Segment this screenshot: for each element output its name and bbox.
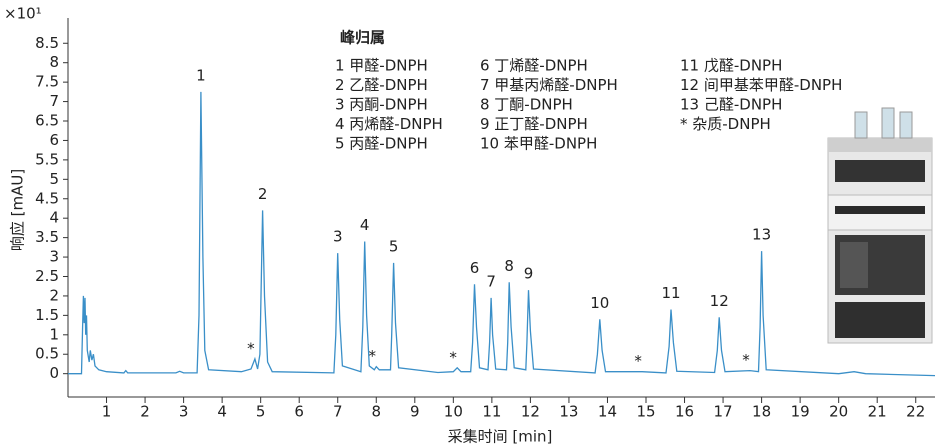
y-tick-label: 5.5 [35,150,59,168]
y-tick-label: 7.5 [35,73,59,91]
x-tick-label: 18 [752,403,771,421]
x-tick-label: 15 [636,403,655,421]
x-tick-label: 22 [906,403,925,421]
x-tick-label: 11 [482,403,501,421]
peak-label: 2 [258,185,268,203]
y-tick-label: 5 [49,170,59,188]
y-tick-label: 6 [49,131,59,149]
legend-item: 10 苯甲醛-DNPH [480,135,597,153]
y-tick-label: 4.5 [35,189,59,207]
legend-item: 13 己醛-DNPH [680,96,782,114]
y-tick-label: 6.5 [35,112,59,130]
legend-item: 5 丙醛-DNPH [335,135,428,153]
y-tick-label: 0.5 [35,345,59,363]
peak-label: * [247,339,255,357]
y-tick-label: 8 [49,53,59,71]
x-tick-label: 14 [598,403,617,421]
y-tick-label: 4 [49,209,59,227]
x-axis-title: 采集时间 [min] [448,428,553,446]
x-tick-label: 16 [675,403,694,421]
x-tick-label: 17 [714,403,733,421]
x-tick-label: 10 [444,403,463,421]
legend-item: 9 正丁醛-DNPH [480,115,588,133]
legend-item: 3 丙酮-DNPH [335,96,428,114]
peak-label: * [634,352,642,370]
peak-label: 9 [524,265,534,283]
peak-label: 13 [752,226,771,244]
y-tick-label: 1 [49,325,59,343]
legend-item: 1 甲醛-DNPH [335,57,428,75]
x-tick-label: 3 [179,403,189,421]
y-tick-label: 2 [49,286,59,304]
chart: ×10¹ 响应 [mAU] 采集时间 [min] 峰归属 00.511.522.… [0,0,938,447]
legend-item: * 杂质-DNPH [680,115,771,133]
x-tick-label: 6 [294,403,304,421]
legend-item: 11 戊醛-DNPH [680,57,782,75]
y-tick-label: 8.5 [35,34,59,52]
y-multiplier: ×10¹ [4,5,42,23]
instrument-image [828,108,932,343]
y-tick-label: 2.5 [35,267,59,285]
legend-item: 8 丁酮-DNPH [480,96,573,114]
peak-label: 4 [360,216,370,234]
peak-label: * [369,347,377,365]
x-tick-label: 21 [868,403,887,421]
peak-label: * [742,351,750,369]
y-tick-label: 1.5 [35,306,59,324]
peak-label: * [449,348,457,366]
x-tick-label: 19 [791,403,810,421]
peak-label: 5 [389,237,399,255]
x-tick-label: 5 [256,403,266,421]
peak-label: 8 [504,257,514,275]
y-tick-label: 3 [49,248,59,266]
peak-label: 6 [470,259,480,277]
x-tick-label: 12 [521,403,540,421]
peak-label: 10 [590,294,609,312]
x-tick-label: 2 [140,403,150,421]
x-tick-label: 1 [102,403,112,421]
x-tick-label: 8 [371,403,381,421]
x-tick-label: 4 [217,403,227,421]
peak-label: 1 [196,66,206,84]
peak-label: 7 [486,272,496,290]
legend-item: 6 丁烯醛-DNPH [480,57,588,75]
y-tick-label: 0 [49,364,59,382]
legend-item: 7 甲基丙烯醛-DNPH [480,76,618,94]
y-tick-label: 7 [49,92,59,110]
legend-item: 2 乙醛-DNPH [335,76,428,94]
peak-label: 3 [333,228,343,246]
y-axis-title: 响应 [mAU] [9,169,27,251]
y-tick-label: 3.5 [35,228,59,246]
x-tick-label: 13 [559,403,578,421]
legend-item: 12 间甲基苯甲醛-DNPH [680,76,842,94]
peak-label: 11 [661,284,680,302]
x-tick-label: 20 [829,403,848,421]
legend-title: 峰归属 [340,29,385,47]
x-tick-label: 7 [333,403,343,421]
legend-item: 4 丙烯醛-DNPH [335,115,443,133]
peak-label: 12 [710,292,729,310]
x-tick-label: 9 [410,403,420,421]
